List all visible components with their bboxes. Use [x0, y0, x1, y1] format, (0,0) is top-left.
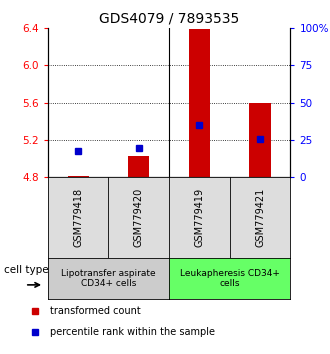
Bar	[128, 156, 149, 177]
Bar	[249, 103, 271, 177]
Text: GSM779418: GSM779418	[73, 188, 83, 247]
Bar	[189, 29, 210, 177]
Text: GSM779419: GSM779419	[194, 188, 205, 247]
Title: GDS4079 / 7893535: GDS4079 / 7893535	[99, 12, 239, 26]
Text: cell type: cell type	[4, 265, 49, 275]
Bar	[68, 176, 89, 177]
Text: GSM779420: GSM779420	[134, 188, 144, 247]
Text: transformed count: transformed count	[50, 306, 140, 316]
Text: percentile rank within the sample: percentile rank within the sample	[50, 327, 214, 337]
Text: Leukapheresis CD34+
cells: Leukapheresis CD34+ cells	[180, 269, 280, 289]
Text: Lipotransfer aspirate
CD34+ cells: Lipotransfer aspirate CD34+ cells	[61, 269, 156, 289]
Text: GSM779421: GSM779421	[255, 188, 265, 247]
